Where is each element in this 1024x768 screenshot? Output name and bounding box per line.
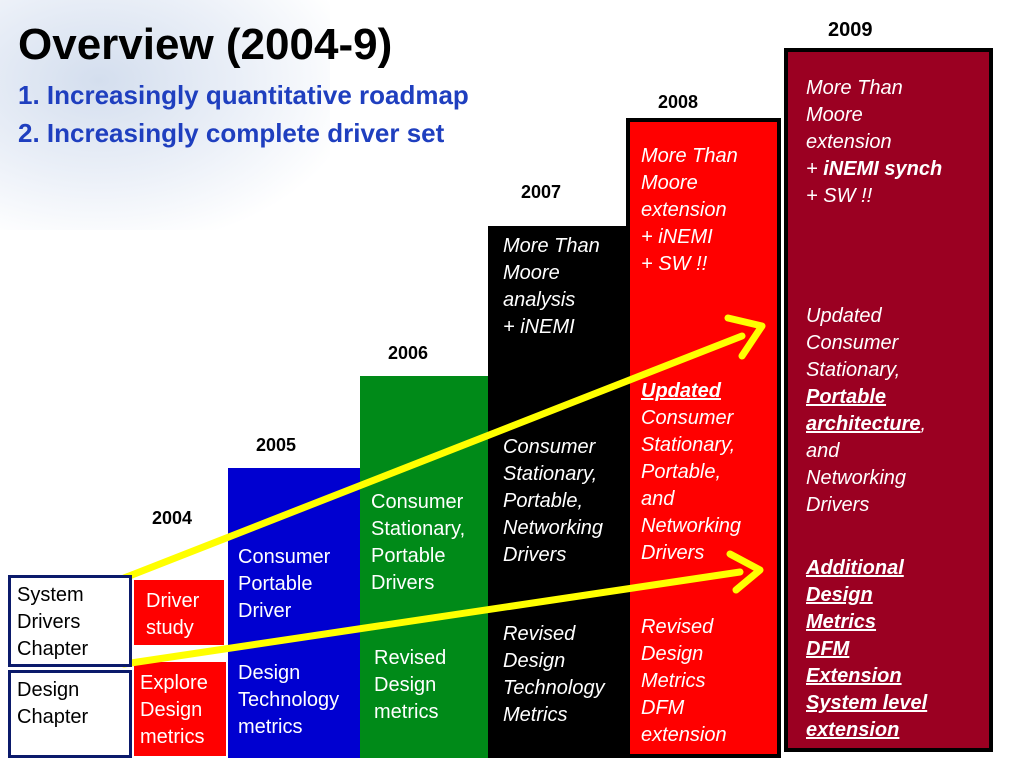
column-2007 bbox=[488, 226, 630, 758]
text-2006-bottom: Revised Design metrics bbox=[374, 647, 447, 723]
text-2005-bottom: Design Technology metrics bbox=[238, 662, 340, 738]
text-2008-top: Updated Consumer Stationary, Portable, and N… bbox=[641, 380, 742, 564]
design-chapter-box: Design Chapter bbox=[8, 670, 132, 758]
box-2004-explore-metrics bbox=[134, 662, 226, 756]
system-drivers-chapter-box: System Drivers Chapter bbox=[8, 575, 132, 667]
text-2006-top: Consumer Stationary, Portable Drivers bbox=[371, 491, 466, 594]
column-2005 bbox=[228, 468, 360, 758]
text-2009-note: More Than Moore extension + iNEMI synch + … bbox=[806, 77, 943, 207]
text-2007-note: More Than Moore analysis + iNEMI bbox=[503, 235, 600, 338]
year-2009: 2009 bbox=[828, 19, 873, 41]
text-2007-top: Consumer Stationary, Portable, Networking Dr… bbox=[503, 436, 604, 566]
arrow-design bbox=[120, 550, 764, 668]
text-2004-bottom: Explore Design metrics bbox=[140, 672, 208, 748]
text-2008-bottom: Revised Design Metrics DFM extension bbox=[641, 616, 727, 746]
year-2005: 2005 bbox=[256, 435, 297, 455]
page-title: Overview (2004-9) bbox=[18, 20, 393, 69]
column-2006 bbox=[360, 376, 488, 758]
year-2004: 2004 bbox=[152, 508, 193, 528]
subtitle-roadmap: 1. Increasingly quantitative roadmap bbox=[18, 80, 469, 110]
subtitle-drivers: 2. Increasingly complete driver set bbox=[18, 118, 445, 148]
text-2008-note: More Than Moore extension + iNEMI + SW !! bbox=[641, 145, 738, 275]
year-2008: 2008 bbox=[658, 92, 699, 112]
background-watermark bbox=[0, 0, 330, 230]
box-2004-driver-study bbox=[134, 580, 224, 645]
arrow-system-drivers bbox=[120, 314, 766, 582]
text-2009-top: Updated Consumer Stationary, Portable ar… bbox=[806, 305, 927, 516]
text-2009-bottom: Additional Design Metrics DFM Extension Syste… bbox=[806, 557, 928, 741]
text-2004-top: Driver study bbox=[146, 590, 200, 639]
text-2005-top: Consumer Portable Driver bbox=[238, 546, 331, 622]
text-2007-bottom: Revised Design Technology Metrics bbox=[503, 623, 605, 726]
year-2007: 2007 bbox=[521, 182, 562, 202]
year-2006: 2006 bbox=[388, 343, 429, 363]
column-2009 bbox=[784, 48, 993, 752]
